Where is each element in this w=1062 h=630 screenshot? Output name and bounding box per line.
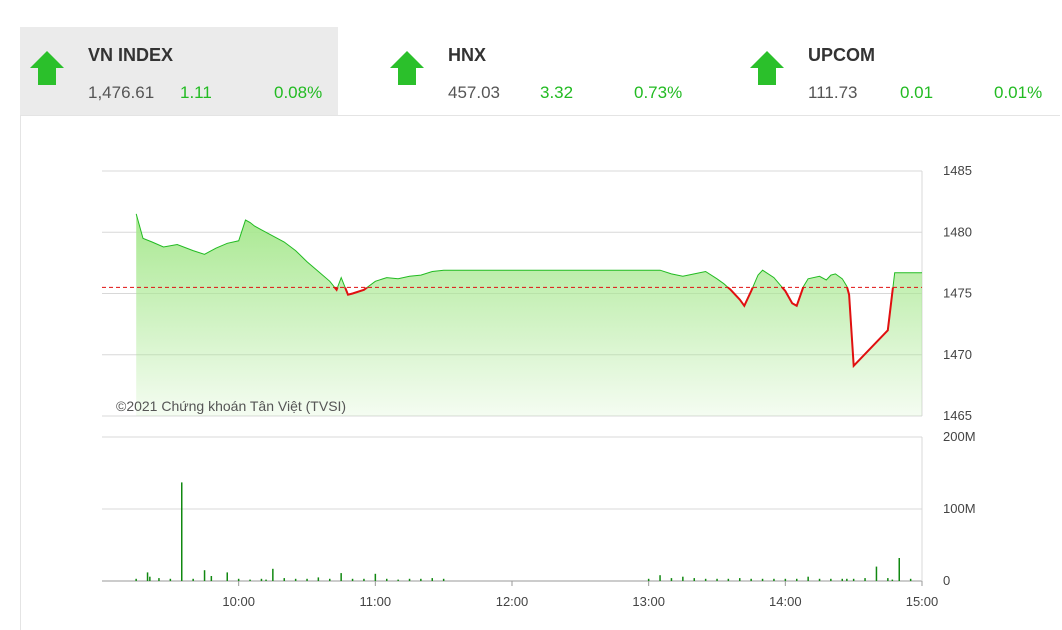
volume-bar (260, 578, 263, 581)
price-tick-labels: 1485 1480 1475 1470 1465 (943, 163, 972, 423)
price-area (136, 213, 922, 416)
volume-bar (761, 578, 764, 581)
volume-bar (796, 578, 798, 581)
volume-bar (420, 578, 422, 581)
volume-bar (818, 578, 821, 581)
time-tick-label: 14:00 (769, 594, 802, 609)
volume-bar (158, 578, 160, 581)
volume-bars (135, 482, 912, 581)
price-tick-label: 1485 (943, 163, 972, 178)
volume-bar (317, 577, 320, 581)
index-percent: 0.73% (634, 83, 683, 102)
volume-bar (670, 578, 673, 581)
volume-tick-labels: 200M 100M 0 (943, 429, 976, 588)
volume-tick-label: 0 (943, 573, 950, 588)
price-tick-label: 1475 (943, 286, 972, 301)
time-tick-label: 10:00 (222, 594, 255, 609)
volume-bar (442, 578, 445, 581)
volume-bar (693, 578, 695, 581)
volume-bar (169, 578, 172, 581)
volume-bar (852, 578, 855, 581)
time-tick-label: 12:00 (496, 594, 529, 609)
volume-bar (659, 575, 661, 581)
time-tick-label: 13:00 (632, 594, 665, 609)
volume-bar (750, 578, 752, 581)
time-tick-labels: 10:00 11:00 12:00 13:00 14:00 15:00 (222, 581, 938, 609)
volume-bar (265, 579, 267, 581)
volume-bar (203, 570, 206, 581)
up-arrow-icon (390, 51, 424, 85)
volume-bar (891, 579, 894, 581)
index-percent: 0.08% (274, 83, 323, 102)
volume-bar (146, 572, 149, 581)
volume-bar (784, 578, 787, 581)
volume-bar (846, 578, 848, 581)
volume-gridlines (102, 436, 923, 582)
volume-bar (226, 572, 228, 581)
index-name: VN INDEX (88, 45, 174, 65)
volume-bar (431, 578, 433, 581)
volume-bar (210, 576, 213, 581)
index-change: 3.32 (540, 83, 574, 102)
volume-bar (682, 576, 684, 581)
volume-bar (864, 578, 866, 581)
volume-bar (830, 578, 832, 581)
chart-panel (20, 115, 1060, 630)
volume-bar (807, 576, 809, 581)
index-change: 1.11 (180, 83, 212, 102)
tab-vn-index[interactable]: VN INDEX 1,476.61 1.11 0.08% (20, 27, 338, 115)
volume-bar (898, 558, 900, 581)
volume-bar (397, 579, 399, 581)
volume-bar (363, 578, 365, 581)
index-name: HNX (448, 45, 487, 65)
tab-upcom[interactable]: UPCOM 111.73 0.01 0.01% (740, 27, 1058, 115)
volume-bar (181, 482, 183, 581)
volume-bar (716, 578, 718, 581)
volume-bar (249, 579, 251, 581)
price-tick-label: 1465 (943, 408, 972, 423)
volume-bar (773, 578, 775, 581)
volume-bar (739, 578, 741, 581)
volume-bar (727, 578, 730, 581)
volume-bar (340, 573, 342, 581)
index-tabs: VN INDEX 1,476.61 1.11 0.08% HNX 457.03 … (20, 27, 1060, 115)
volume-bar (386, 578, 388, 581)
up-arrow-icon (750, 51, 784, 85)
volume-bar (887, 578, 889, 581)
volume-bar (909, 578, 912, 581)
up-arrow-icon (30, 51, 64, 85)
volume-bar (192, 578, 194, 581)
volume-tick-label: 200M (943, 429, 976, 444)
volume-bar (408, 578, 411, 581)
volume-bar (704, 578, 707, 581)
price-line-up (135, 213, 922, 288)
index-value: 457.03 (448, 83, 500, 102)
tab-hnx[interactable]: HNX 457.03 3.32 0.73% (380, 27, 698, 115)
index-value: 1,476.61 (88, 83, 155, 102)
volume-bar (374, 573, 377, 581)
index-value: 111.73 (808, 83, 858, 102)
volume-bar (841, 578, 843, 581)
index-change: 0.01 (900, 83, 934, 102)
volume-bar (306, 578, 308, 581)
price-tick-label: 1480 (943, 224, 972, 239)
volume-bar (294, 578, 297, 581)
index-name: UPCOM (808, 45, 875, 65)
volume-bar (647, 578, 650, 581)
volume-bar (272, 568, 274, 581)
price-tick-label: 1470 (943, 347, 972, 362)
volume-bar (283, 578, 285, 581)
time-tick-label: 15:00 (906, 594, 939, 609)
volume-bar (875, 566, 878, 581)
index-percent: 0.01% (994, 83, 1043, 102)
time-tick-label: 11:00 (360, 594, 392, 609)
copyright-text: ©2021 Chứng khoán Tân Việt (TVSI) (116, 398, 346, 414)
volume-bar (135, 578, 137, 581)
volume-bar (351, 578, 354, 581)
volume-bar (329, 578, 331, 581)
volume-bar (149, 576, 151, 581)
volume-bar (237, 578, 240, 581)
volume-tick-label: 100M (943, 501, 976, 516)
